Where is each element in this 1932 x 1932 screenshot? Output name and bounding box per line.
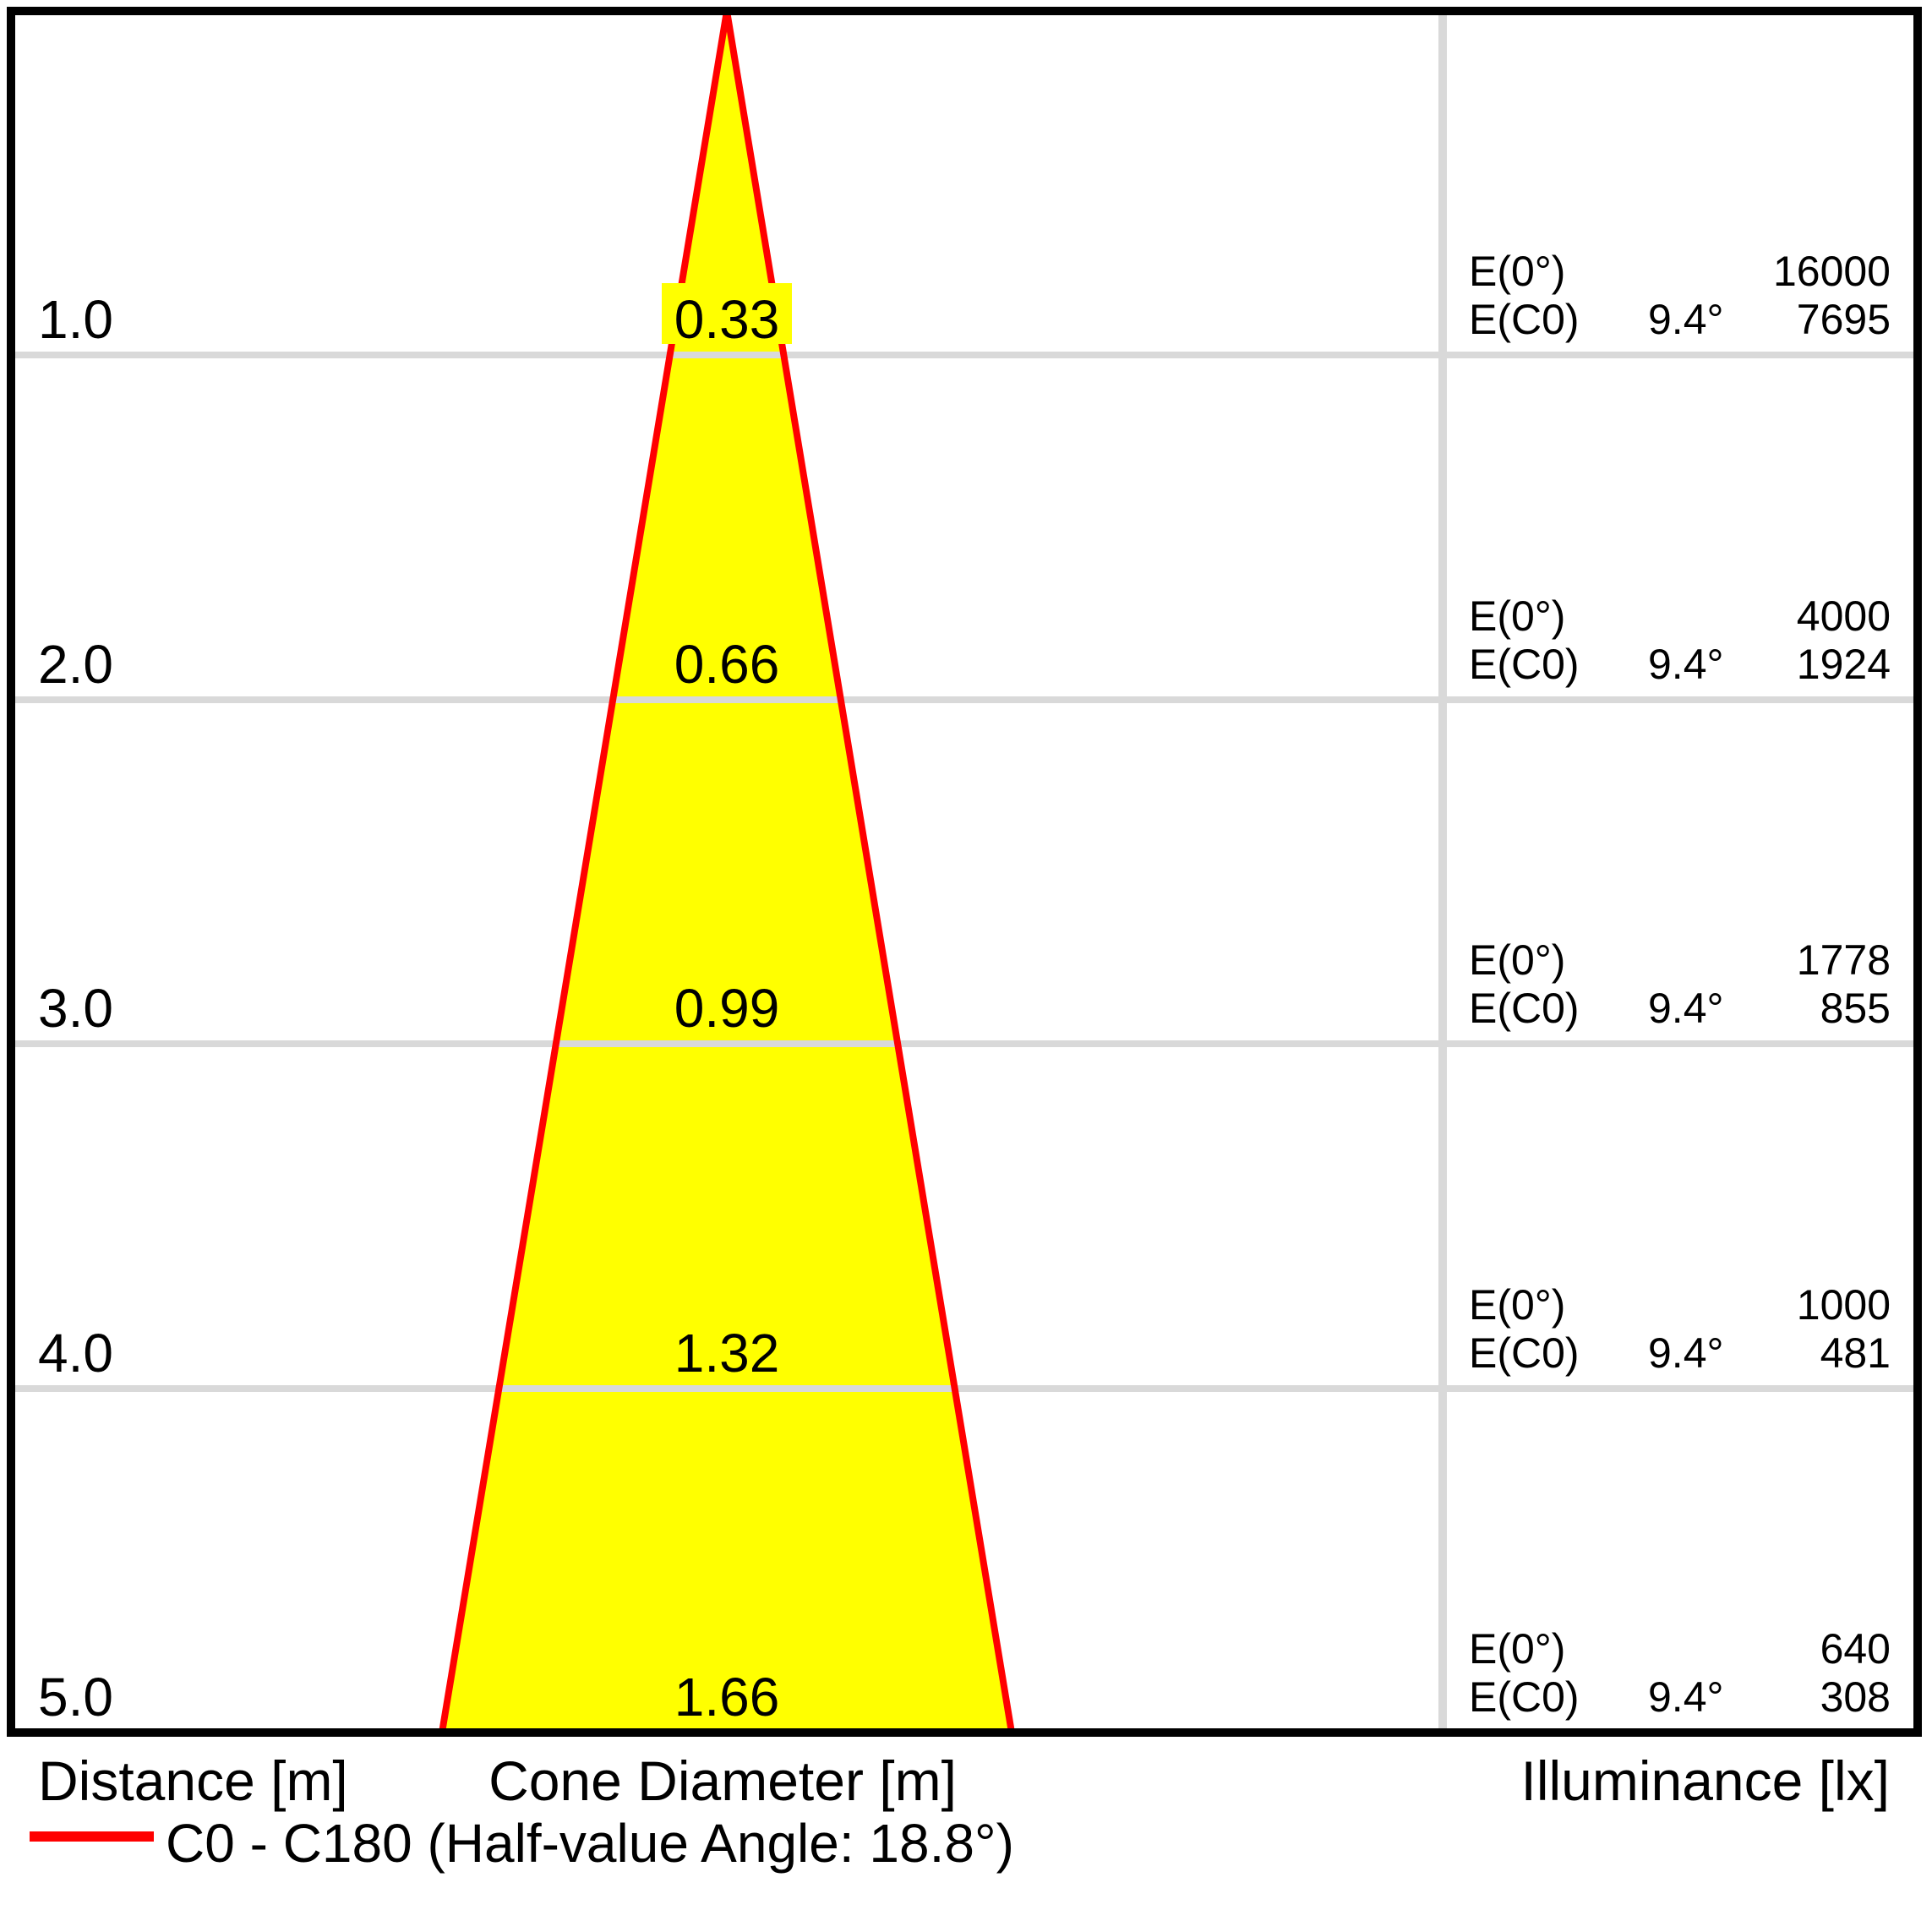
e0-value-2: 4000 [1797,592,1891,640]
cone-label-bg-3 [662,972,792,1033]
ec0-angle-1: 9.4° [1648,296,1724,343]
distance-gridlines [11,352,1913,1392]
distance-label-4: 4.0 [38,1323,113,1384]
cone-label-bg-5 [662,1661,792,1722]
cone-diameter-axis-label: Cone Diameter [m] [488,1749,957,1812]
distance-labels: 1.0 2.0 3.0 4.0 5.0 [38,289,113,1727]
distance-label-5: 5.0 [38,1667,113,1727]
e0-label-4: E(0°) [1469,1281,1565,1329]
ec0-label-3: E(C0) [1469,985,1580,1032]
ec0-label-1: E(C0) [1469,296,1580,343]
ec0-value-2: 1924 [1797,641,1891,688]
e0-value-1: 16000 [1773,248,1891,295]
e0-value-3: 1778 [1797,936,1891,984]
ec0-value-3: 855 [1820,985,1891,1032]
axis-labels: Distance [m] Cone Diameter [m] Illuminan… [38,1749,1890,1812]
legend: C0 - C180 (Half-value Angle: 18.8°) [30,1813,1014,1874]
light-cone-fill [442,11,1012,1733]
distance-axis-label: Distance [m] [38,1749,348,1812]
ec0-angle-4: 9.4° [1648,1329,1724,1377]
legend-label: C0 - C180 (Half-value Angle: 18.8°) [166,1813,1014,1874]
e0-label-2: E(0°) [1469,592,1565,640]
cone-diameter-label-3: 0.99 [674,978,780,1039]
e0-value-5: 640 [1820,1625,1891,1673]
distance-label-2: 2.0 [38,634,113,695]
cone-diameter-label-1: 0.33 [674,289,780,350]
illuminance-rows: E(0°) 16000 E(C0) 9.4° 7695 E(0°) 4000 E… [1469,248,1891,1721]
e0-label-3: E(0°) [1469,936,1565,984]
ec0-value-5: 308 [1820,1673,1891,1721]
cone-diameter-label-2: 0.66 [674,634,780,695]
e0-label-1: E(0°) [1469,248,1565,295]
cone-diameter-label-5: 1.66 [674,1667,780,1727]
ec0-label-2: E(C0) [1469,641,1580,688]
ec0-angle-3: 9.4° [1648,985,1724,1032]
cone-label-bg-1 [662,283,792,344]
table-border [7,7,1922,1737]
cone-diameter-label-4: 1.32 [674,1323,780,1384]
cone-label-backgrounds [662,283,792,1722]
ec0-angle-5: 9.4° [1648,1673,1724,1721]
distance-label-3: 3.0 [38,978,113,1039]
distance-label-1: 1.0 [38,289,113,350]
e0-value-4: 1000 [1797,1281,1891,1329]
cone-diameter-labels: 0.33 0.66 0.99 1.32 1.66 [674,289,780,1727]
ec0-value-4: 481 [1820,1329,1891,1377]
ec0-label-5: E(C0) [1469,1673,1580,1721]
cone-label-bg-2 [662,628,792,689]
ec0-value-1: 7695 [1797,296,1891,343]
cone-label-bg-4 [662,1317,792,1378]
ec0-angle-2: 9.4° [1648,641,1724,688]
ec0-label-4: E(C0) [1469,1329,1580,1377]
e0-label-5: E(0°) [1469,1625,1565,1673]
illuminance-axis-label: Illuminance [lx] [1520,1749,1890,1812]
